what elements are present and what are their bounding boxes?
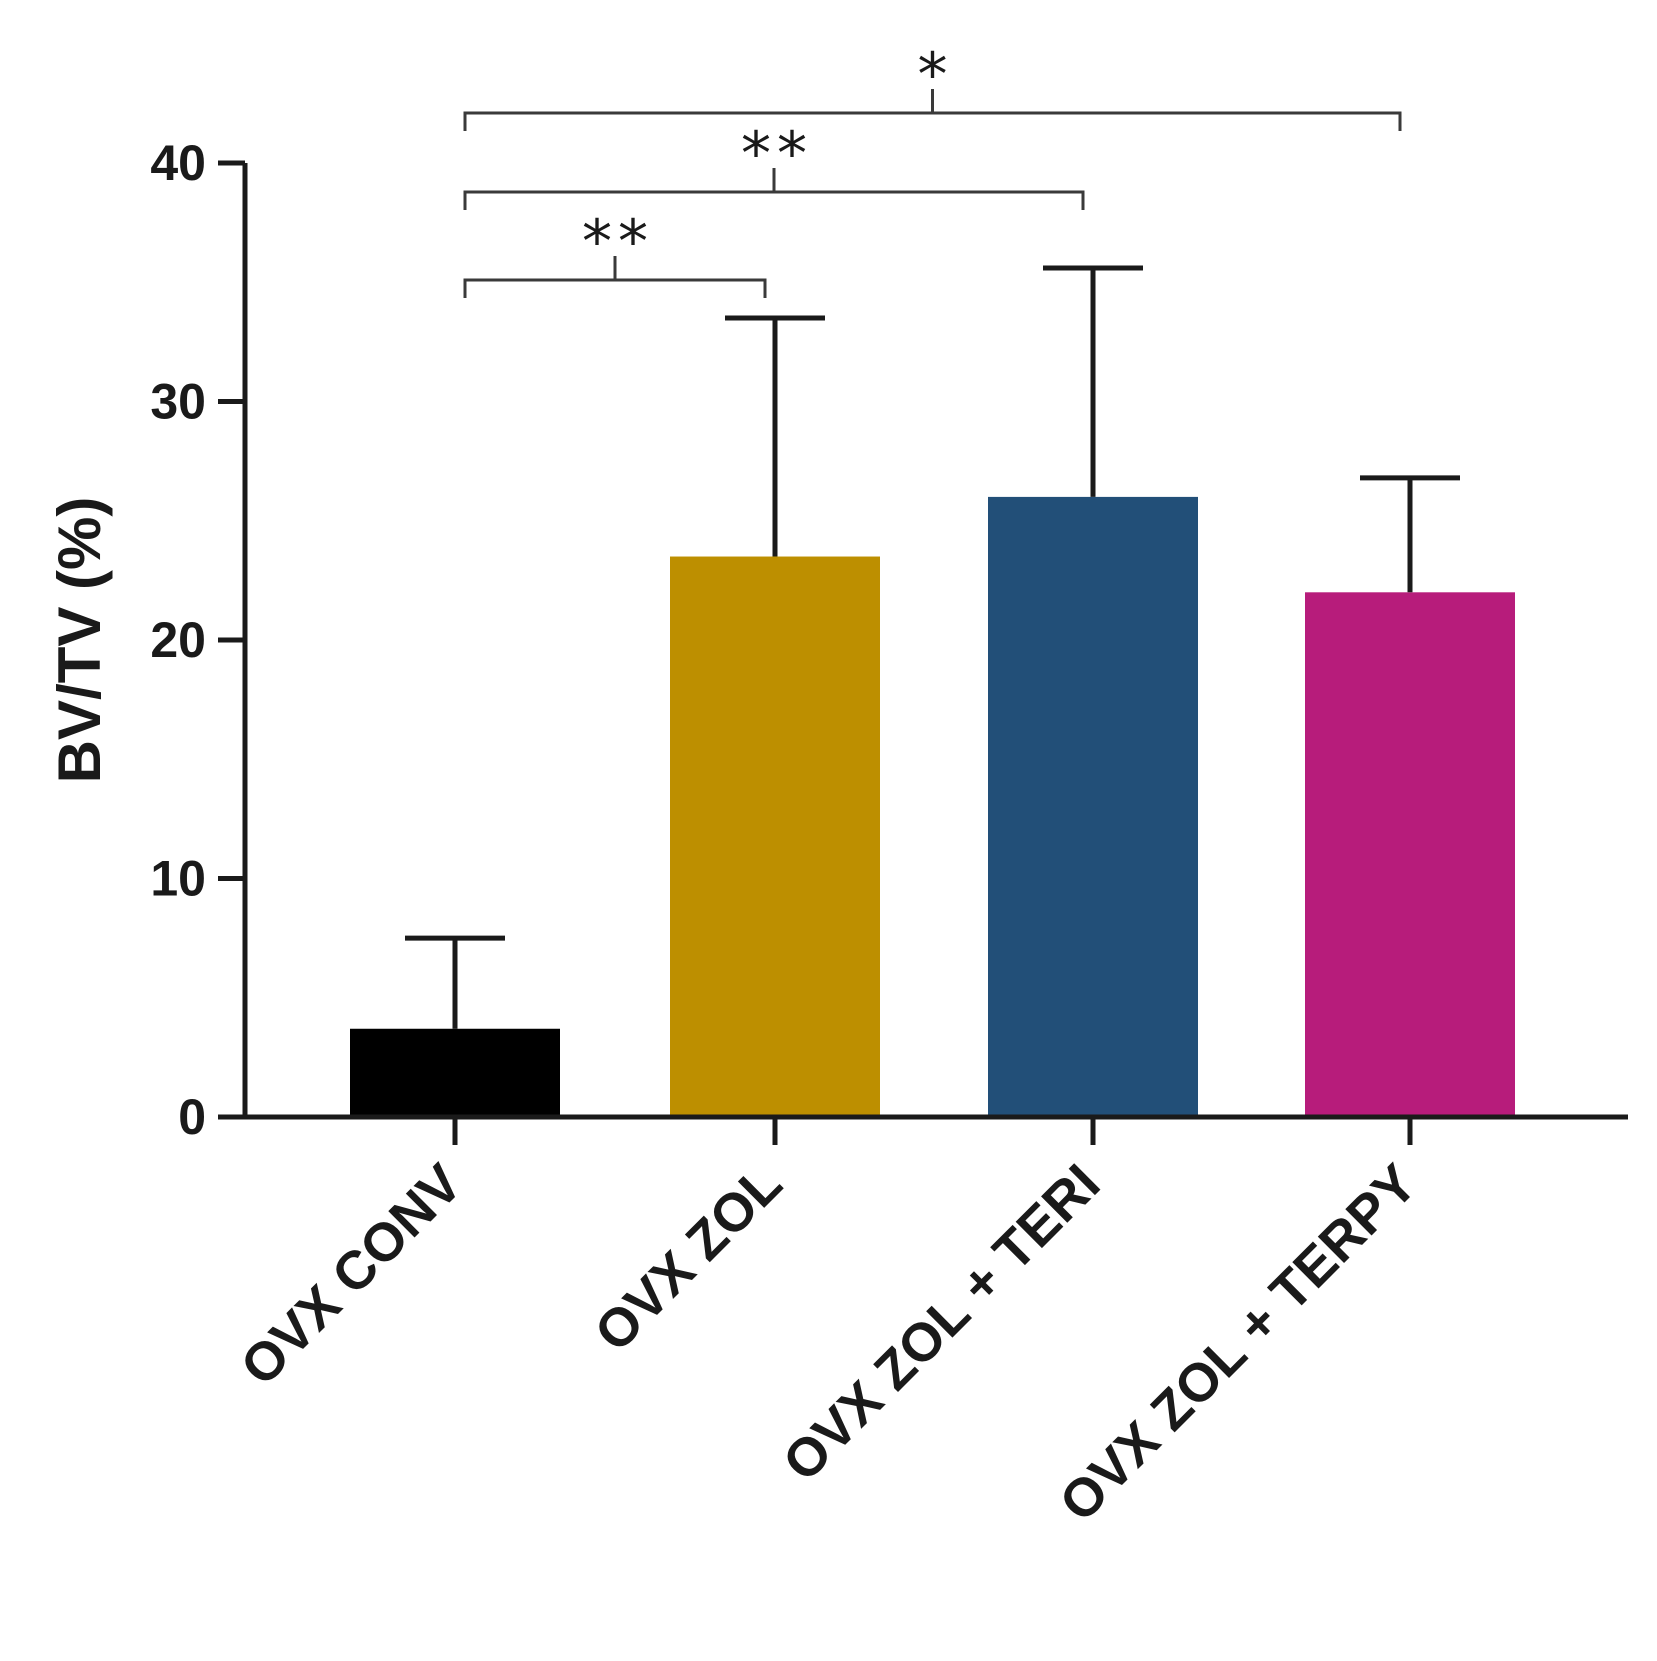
significance-bracket: **: [463, 119, 1085, 210]
error-bar: [1360, 475, 1460, 593]
y-tick-label: 20: [150, 612, 206, 668]
error-bar: [405, 935, 505, 1029]
bar: [350, 1028, 560, 1117]
significance-brackets-group: *****: [463, 40, 1402, 298]
x-tick-label: OVX ZOL: [583, 1153, 793, 1363]
x-tick-label: OVX ZOL + TERI: [772, 1153, 1112, 1493]
y-axis-label: BV/TV (%): [46, 497, 113, 784]
y-tick-label: 10: [150, 851, 206, 907]
y-tick-label: 30: [150, 374, 206, 430]
significance-bracket: *: [463, 40, 1402, 131]
y-ticks-group: 0 10 20 30 40: [150, 135, 245, 1145]
x-tick-label: OVX CONV: [229, 1153, 473, 1397]
x-tick-label: OVX ZOL + TERPY: [1048, 1153, 1428, 1533]
significance-label: *: [918, 40, 954, 110]
bars-group: [350, 496, 1515, 1117]
bar: [1305, 592, 1515, 1117]
significance-bracket: **: [463, 207, 767, 298]
y-tick-label: 0: [178, 1089, 206, 1145]
bar: [670, 556, 880, 1117]
error-bar: [725, 315, 825, 557]
bar: [988, 496, 1198, 1117]
y-tick-label: 40: [150, 135, 206, 191]
error-bars-group: [405, 265, 1460, 1029]
significance-label: **: [741, 119, 813, 189]
error-bar: [1043, 265, 1143, 497]
significance-label: **: [582, 207, 654, 277]
